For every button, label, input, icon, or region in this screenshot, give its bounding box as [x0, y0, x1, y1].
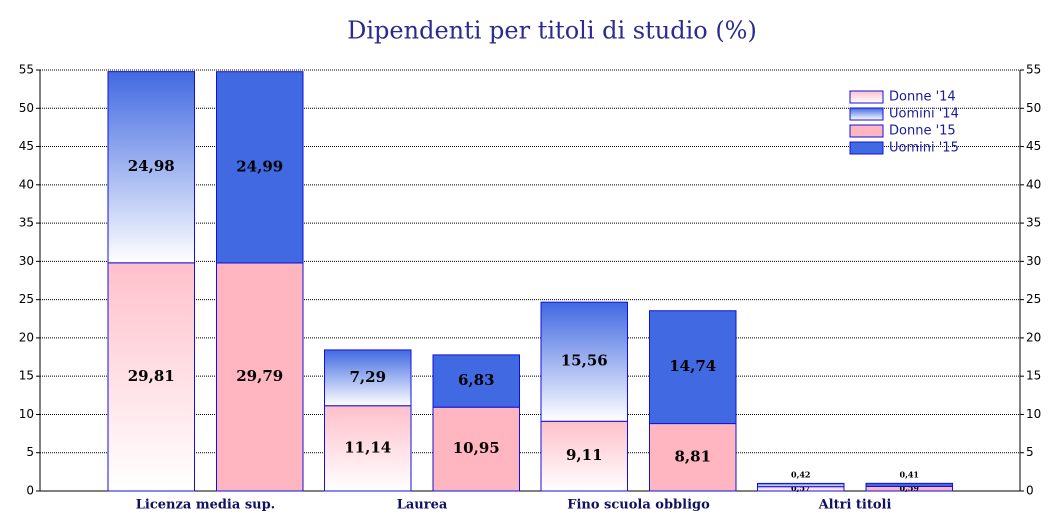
y-tick-label: 30: [19, 254, 34, 268]
bar-segment: [649, 423, 737, 492]
value-label: 6,83: [458, 371, 495, 389]
y-tick-label: 50: [19, 101, 34, 115]
x-tick-label: Licenza media sup.: [136, 498, 275, 513]
value-label: 29,79: [236, 367, 283, 385]
legend-label: Uomini '14: [889, 107, 959, 122]
y-tick-label: 15: [19, 369, 34, 383]
value-label: 11,14: [344, 438, 391, 456]
bar-segment: [649, 310, 737, 425]
bar-segment: [540, 301, 628, 422]
value-label: 0,57: [791, 483, 810, 493]
legend-label: Uomini '15: [889, 141, 959, 156]
bar-segment: [432, 406, 520, 492]
value-label: 15,56: [561, 352, 608, 370]
value-label: 24,99: [236, 157, 283, 175]
y-tick-label: 35: [19, 216, 34, 230]
y-tick-label: 55: [19, 63, 34, 77]
value-label: 7,29: [349, 368, 386, 386]
y2-tick-label: 50: [1026, 101, 1041, 115]
value-label: 0,41: [900, 469, 919, 479]
value-label: 24,98: [128, 157, 175, 175]
y2-tick-label: 40: [1026, 177, 1041, 191]
y-tick-label: 45: [19, 139, 34, 153]
bar-segment: [107, 71, 195, 264]
bar-segment: [757, 482, 845, 488]
value-label: 8,81: [674, 447, 711, 465]
y2-tick-label: 55: [1026, 63, 1041, 77]
y2-tick-label: 0: [1026, 484, 1034, 498]
y2-tick-label: 35: [1026, 216, 1041, 230]
value-label: 10,95: [453, 439, 500, 457]
y2-tick-label: 10: [1026, 407, 1041, 421]
y-tick-label: 10: [19, 407, 34, 421]
bar-segment: [216, 262, 304, 492]
chart-title: Dipendenti per titoli di studio (%): [347, 17, 757, 45]
y-tick-label: 40: [19, 177, 34, 191]
value-label: 0,59: [900, 483, 920, 493]
legend-swatch: [849, 90, 884, 104]
bar-segment: [216, 71, 304, 264]
y2-tick-label: 30: [1026, 254, 1041, 268]
y-tick-label: 25: [19, 292, 34, 306]
legend-swatch: [849, 107, 884, 121]
legend-swatch: [849, 141, 884, 155]
y2-tick-label: 15: [1026, 369, 1041, 383]
value-label: 29,81: [128, 367, 175, 385]
y-tick-label: 5: [26, 445, 34, 459]
value-label: 0,42: [791, 469, 810, 479]
y-tick-label: 0: [26, 484, 34, 498]
value-label: 14,74: [669, 357, 716, 375]
bar-segment: [432, 354, 520, 408]
y2-tick-label: 5: [1026, 445, 1034, 459]
x-tick-label: Fino scuola obbligo: [567, 498, 710, 513]
y2-tick-label: 45: [1026, 139, 1041, 153]
y2-tick-label: 25: [1026, 292, 1041, 306]
legend-swatch: [849, 124, 884, 138]
bar-segment: [865, 482, 953, 487]
legend-label: Donne '15: [889, 124, 956, 139]
legend-label: Donne '14: [889, 90, 956, 105]
y-tick-label: 20: [19, 330, 34, 344]
value-label: 9,11: [566, 446, 603, 464]
bar-segment: [324, 349, 412, 407]
x-tick-label: Laurea: [397, 498, 448, 513]
bar-segment: [540, 420, 628, 492]
y2-tick-label: 20: [1026, 330, 1041, 344]
x-tick-label: Altri titoli: [818, 498, 892, 513]
